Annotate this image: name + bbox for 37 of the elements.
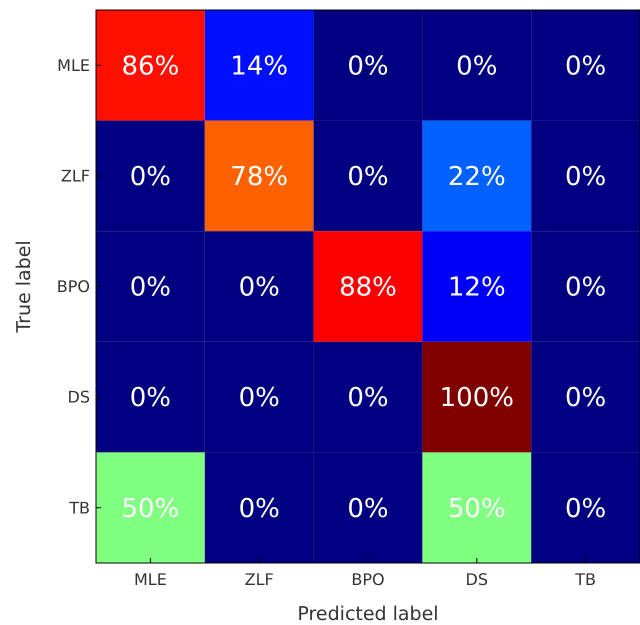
- data-label: 0%: [238, 272, 280, 303]
- data-label: 86%: [122, 51, 180, 82]
- data-label: 14%: [230, 51, 288, 82]
- data-label: 12%: [448, 272, 506, 303]
- data-label: 0%: [130, 162, 172, 192]
- data-label: 100%: [440, 383, 514, 414]
- y-tick-label: MLE: [57, 56, 90, 75]
- x-axis-title: Predicted label: [297, 603, 439, 625]
- data-label: 0%: [347, 162, 389, 192]
- x-tick-label: ZLF: [244, 570, 274, 589]
- data-label: 0%: [564, 383, 606, 414]
- x-tick-label: MLE: [134, 570, 167, 589]
- data-label: 0%: [238, 494, 280, 524]
- data-label: 0%: [130, 383, 172, 414]
- data-label: 0%: [347, 51, 389, 82]
- data-label: 0%: [130, 272, 172, 303]
- data-label: 0%: [347, 383, 389, 414]
- data-label: 78%: [230, 162, 288, 192]
- data-label: 0%: [564, 51, 606, 82]
- data-label: 0%: [564, 162, 606, 192]
- x-tick-label: TB: [574, 570, 596, 589]
- data-label: 50%: [122, 494, 180, 524]
- data-label: 0%: [564, 272, 606, 303]
- data-label: 0%: [564, 494, 606, 524]
- y-tick-label: TB: [68, 498, 90, 518]
- x-tick-label: DS: [466, 570, 488, 589]
- data-label: 0%: [238, 383, 280, 414]
- data-label: 88%: [339, 272, 397, 303]
- y-tick-label: DS: [68, 388, 90, 407]
- data-label: 0%: [347, 494, 389, 524]
- data-label: 0%: [456, 51, 498, 82]
- x-tick-label: BPO: [351, 570, 385, 589]
- data-label: 50%: [448, 494, 506, 524]
- data-label: 22%: [448, 162, 506, 192]
- y-tick-label: ZLF: [60, 166, 90, 186]
- y-axis-title: True label: [13, 240, 35, 334]
- y-tick-label: BPO: [56, 277, 90, 296]
